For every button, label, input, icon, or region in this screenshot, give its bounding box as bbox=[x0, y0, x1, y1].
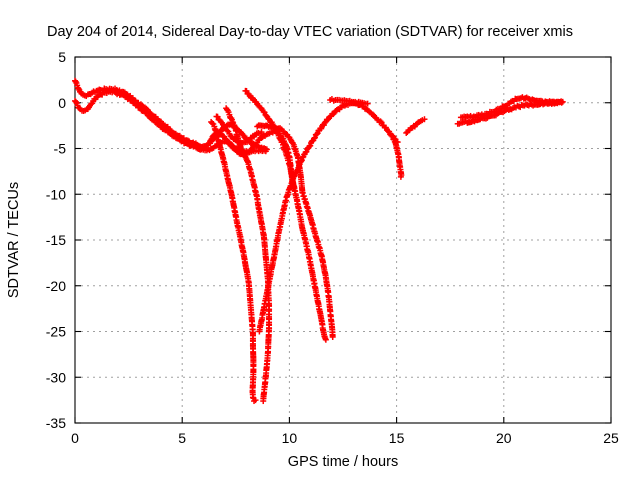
data-series bbox=[403, 116, 428, 136]
data-series bbox=[390, 136, 405, 180]
y-tick-label: -20 bbox=[46, 278, 66, 294]
y-tick-label: 0 bbox=[58, 95, 66, 111]
y-axis-title: SDTVAR / TECUs bbox=[6, 182, 22, 298]
y-tick-label: 5 bbox=[58, 49, 66, 65]
y-tick-label: -10 bbox=[46, 186, 66, 202]
y-tick-label: -35 bbox=[46, 415, 66, 431]
page-title: Day 204 of 2014, Sidereal Day-to-day VTE… bbox=[47, 24, 573, 40]
x-tick-label: 25 bbox=[603, 430, 619, 446]
data-series bbox=[208, 118, 259, 405]
grid-layer bbox=[75, 57, 611, 423]
x-tick-label: 5 bbox=[178, 430, 186, 446]
y-tick-label: -30 bbox=[46, 369, 66, 385]
data-series bbox=[213, 113, 265, 147]
y-tick-label: -15 bbox=[46, 232, 66, 248]
x-tick-label: 0 bbox=[71, 430, 79, 446]
data-series bbox=[457, 94, 566, 121]
y-tick-label: -25 bbox=[46, 324, 66, 340]
data-series-layer bbox=[72, 77, 566, 405]
data-series bbox=[256, 98, 371, 335]
data-series bbox=[299, 189, 336, 340]
x-tick-label: 15 bbox=[389, 430, 405, 446]
axis-ticks-layer: -35 -30 -25 -20 -15 -10 -5 0 5 0 5 10 15 20 25 bbox=[46, 49, 619, 446]
x-tick-label: 10 bbox=[282, 430, 298, 446]
y-tick-label: -5 bbox=[54, 141, 67, 157]
x-axis-title: GPS time / hours bbox=[288, 454, 398, 470]
x-tick-label: 20 bbox=[496, 430, 512, 446]
plot-frame bbox=[74, 56, 612, 424]
data-series bbox=[72, 88, 269, 156]
